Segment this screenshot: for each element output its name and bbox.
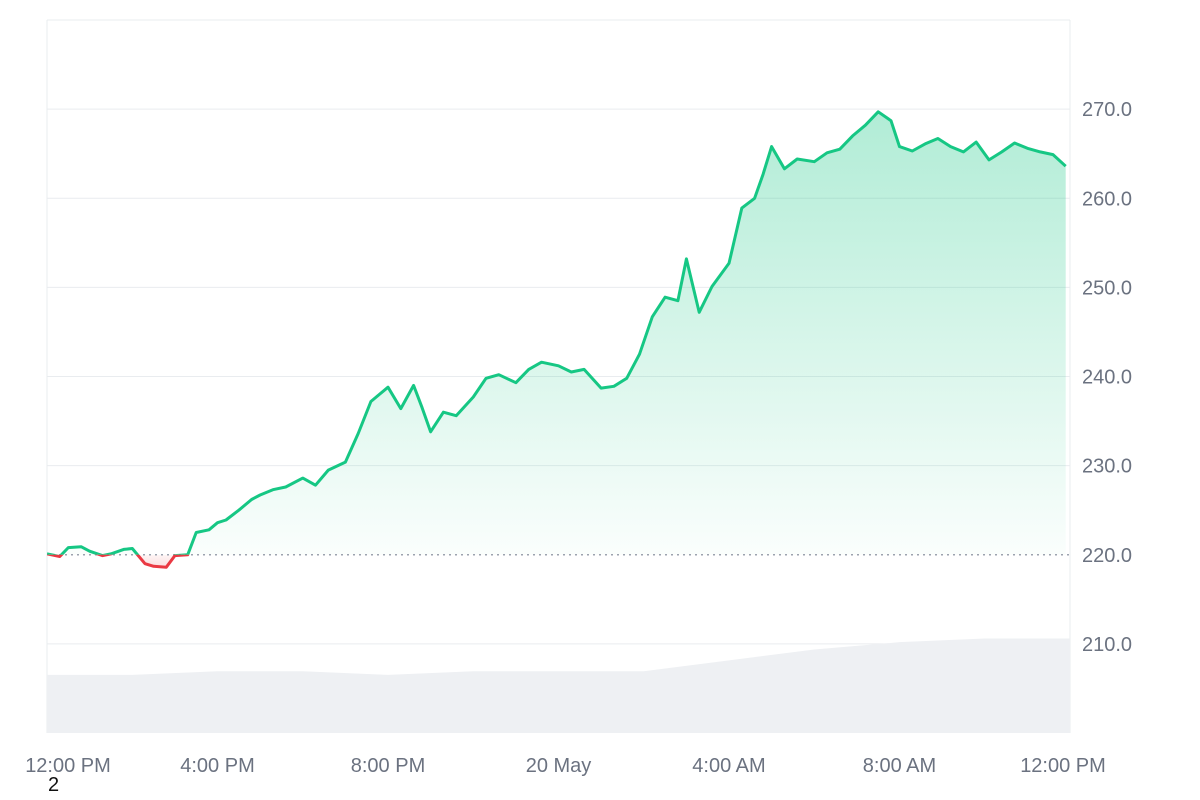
x-tick-label: 20 May [526, 755, 592, 777]
x-tick-label: 4:00 AM [692, 755, 765, 777]
price-line-up [47, 110, 1067, 555]
x-tick-label: 8:00 PM [351, 755, 425, 777]
x-tick-label: 12:00 PM [1020, 755, 1106, 777]
price-fill-up [47, 111, 1066, 555]
y-tick-label: 210.0 [1082, 634, 1132, 656]
y-tick-label: 260.0 [1082, 188, 1132, 210]
corner-label: 2 [48, 774, 60, 796]
y-tick-label: 220.0 [1082, 545, 1132, 567]
volume-bars [47, 638, 1070, 733]
x-tick-label: 12:00 PM [25, 755, 111, 777]
x-tick-label: 8:00 AM [863, 755, 936, 777]
y-tick-label: 230.0 [1082, 456, 1132, 478]
axes: 210.0 220.0 230.0 240.0 250.0 260.0 270.0 12:00… [25, 99, 1132, 777]
y-tick-label: 270.0 [1082, 99, 1132, 121]
price-fill-down [47, 554, 1066, 568]
volume-area [47, 638, 1070, 733]
y-tick-label: 250.0 [1082, 277, 1132, 299]
x-tick-label: 4:00 PM [180, 755, 254, 777]
y-tick-label: 240.0 [1082, 367, 1132, 389]
price-area [47, 110, 1070, 569]
